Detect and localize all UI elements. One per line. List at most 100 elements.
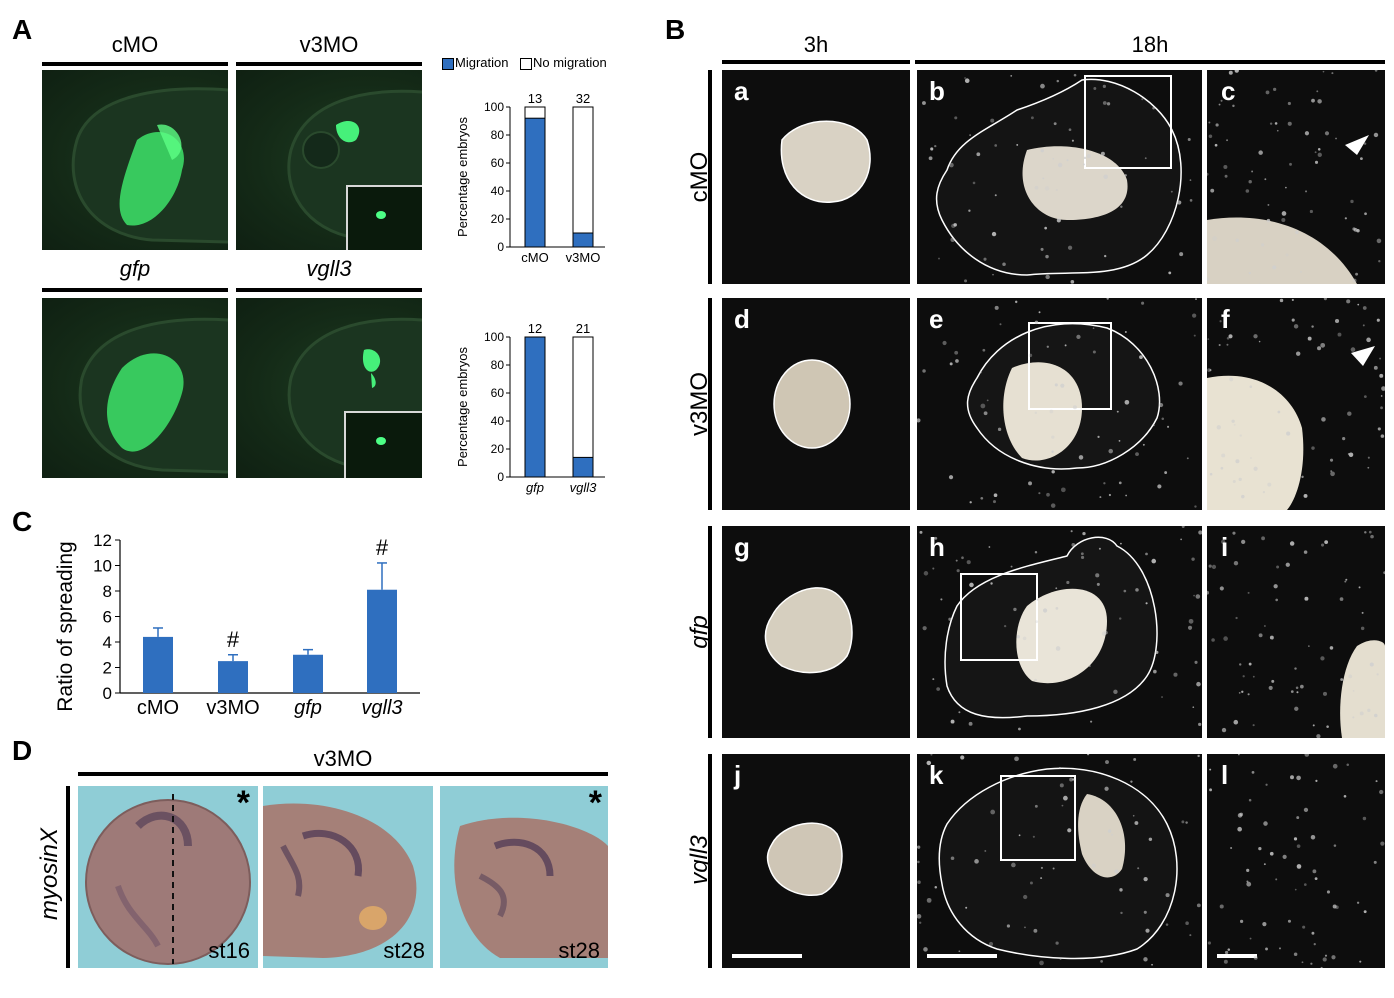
y-tick-label: 20 <box>491 442 505 456</box>
explant-drawing <box>1207 70 1382 284</box>
migrating-cell <box>1324 131 1330 136</box>
migrating-cell <box>1060 487 1066 493</box>
migrating-cell <box>922 369 926 373</box>
migrating-cell <box>965 906 968 909</box>
migrating-cell <box>1185 921 1189 925</box>
migrating-cell <box>1309 209 1313 214</box>
asterisk-mark: * <box>236 786 250 822</box>
migrating-cell <box>1223 636 1228 641</box>
migrating-cell <box>1330 470 1333 473</box>
migrating-cell <box>1263 624 1266 627</box>
migrating-cell <box>1289 162 1292 166</box>
migrating-cell <box>1234 70 1239 73</box>
migrating-cell <box>949 162 954 168</box>
migrating-cell <box>1379 357 1382 360</box>
migrating-cell <box>1252 675 1255 678</box>
panel-letter-c: C <box>12 506 33 537</box>
migrating-cell <box>1113 689 1118 695</box>
migrating-cell <box>1322 691 1328 696</box>
migrating-cell <box>1303 493 1308 498</box>
migrating-cell <box>1194 505 1197 508</box>
y-tick-label: 60 <box>491 386 505 400</box>
migrating-cell <box>1018 727 1021 731</box>
migrating-cell <box>1233 423 1236 426</box>
migrating-cell <box>1249 385 1253 388</box>
migrating-cell <box>1314 877 1318 881</box>
migrating-cell <box>1380 406 1383 410</box>
migrating-cell <box>1194 660 1198 664</box>
migrating-cell <box>1296 844 1301 848</box>
migrating-cell <box>932 678 935 681</box>
migrating-cell <box>919 530 923 534</box>
migrating-cell <box>1310 835 1316 840</box>
y-tick-label: 0 <box>497 470 504 484</box>
migrating-cell <box>1342 437 1346 441</box>
bar <box>367 589 397 693</box>
x-tick-label: v3MO <box>566 250 601 265</box>
embryo-image-st28-b: * st28 <box>440 786 608 968</box>
migrating-cell <box>1335 137 1337 140</box>
migrating-cell <box>1265 783 1268 786</box>
migrating-cell <box>1046 345 1049 348</box>
migrating-cell <box>1320 342 1326 348</box>
migrating-cell <box>1294 706 1299 711</box>
migrating-cell <box>1287 101 1291 106</box>
migrating-cell <box>1179 252 1184 257</box>
migrating-cell <box>1196 903 1201 908</box>
migrating-cell <box>1356 901 1360 904</box>
migrating-cell <box>1196 681 1201 687</box>
migrating-cell <box>1293 952 1298 956</box>
migrating-cell <box>1208 564 1212 568</box>
migrating-cell <box>993 493 998 498</box>
migrating-cell <box>1071 139 1074 142</box>
migrating-cell <box>1304 596 1309 601</box>
y-tick-label: 10 <box>93 557 112 576</box>
migrating-cell <box>1049 409 1054 414</box>
migrating-cell <box>1241 494 1245 499</box>
migrating-cell <box>1039 960 1044 966</box>
migrating-cell <box>1219 320 1222 323</box>
migrating-cell <box>1045 274 1050 280</box>
migrating-cell <box>1044 186 1050 191</box>
migrating-cell <box>1034 678 1038 682</box>
migrating-cell <box>1198 722 1202 726</box>
migrating-cell <box>1073 73 1077 77</box>
bar-migration <box>524 336 546 478</box>
migrating-cell <box>1055 646 1061 651</box>
migrating-cell <box>1051 470 1055 474</box>
migrating-cell <box>1208 134 1213 139</box>
migrating-cell <box>1152 106 1155 110</box>
migrating-cell <box>1046 492 1050 497</box>
migrating-cell <box>1251 170 1254 173</box>
y-tick-label: 12 <box>93 531 112 550</box>
migrating-cell <box>1219 586 1224 591</box>
migrating-cell <box>1219 904 1224 909</box>
explant-drawing <box>773 359 851 449</box>
migrating-cell <box>1193 594 1195 597</box>
migrating-cell <box>1290 690 1294 693</box>
bar-migration <box>572 456 594 478</box>
migrating-cell <box>1134 821 1139 825</box>
migrating-cell <box>1118 439 1121 442</box>
migrating-cell <box>1195 298 1197 301</box>
migrating-cell <box>1218 343 1221 347</box>
migrating-cell <box>1010 565 1013 568</box>
migrating-cell <box>1087 754 1090 756</box>
migrating-cell <box>1187 625 1193 630</box>
migrating-cell <box>926 760 932 766</box>
migrating-cell <box>1352 690 1355 692</box>
migrating-cell <box>1350 199 1354 204</box>
migrating-cell <box>1313 943 1316 946</box>
migrating-cell <box>1332 904 1337 909</box>
migrating-cell <box>958 950 961 953</box>
migrating-cell <box>954 116 958 120</box>
y-tick-label: 60 <box>491 156 505 170</box>
bar-no-migration <box>572 336 594 478</box>
migrating-cell <box>1030 881 1033 885</box>
migrating-cell <box>1051 435 1055 439</box>
migrating-cell <box>1100 960 1103 963</box>
sub-letter-l: l <box>1221 760 1229 790</box>
x-tick-label: gfp <box>294 697 322 719</box>
row-rule-gfp <box>708 526 712 738</box>
migrating-cell <box>1265 90 1270 95</box>
